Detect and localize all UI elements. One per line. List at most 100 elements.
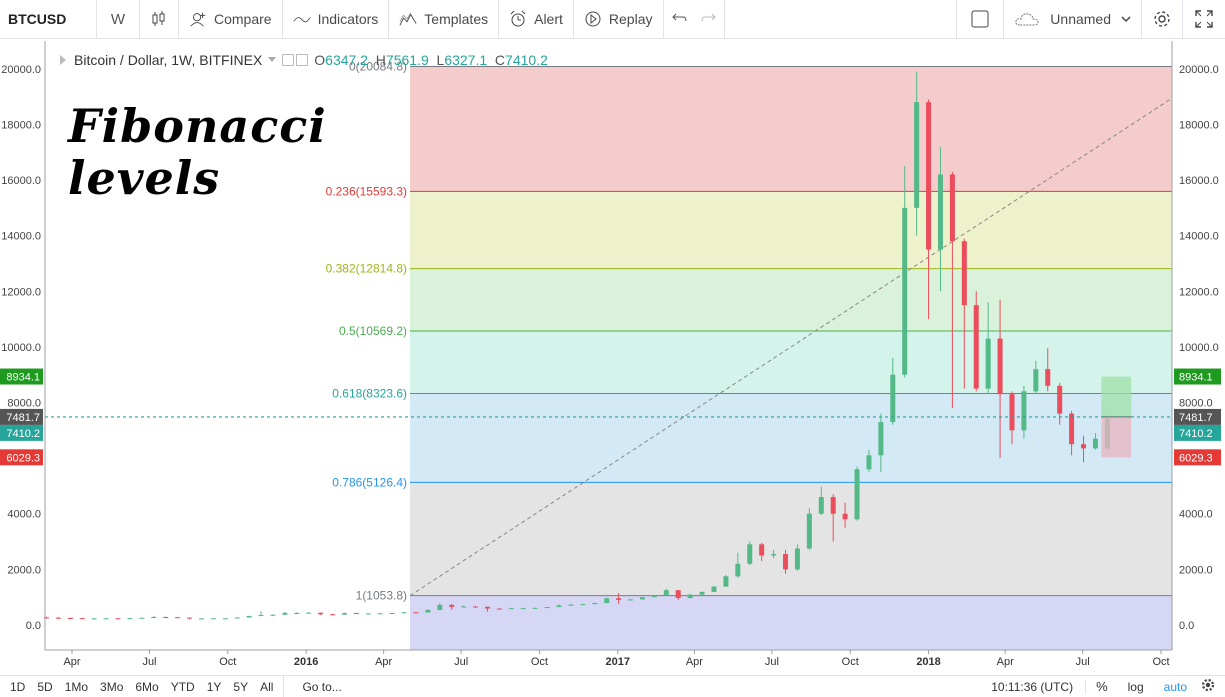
candle-body <box>199 618 204 619</box>
candle-body <box>151 617 156 618</box>
candle-body <box>878 422 883 455</box>
fib-label-0.236: 0.236(15593.3) <box>326 184 407 198</box>
candle-body <box>104 618 109 619</box>
candle-body <box>902 208 907 375</box>
goto-button[interactable]: Go to... <box>296 680 347 694</box>
candle-body <box>461 606 466 607</box>
range-all[interactable]: All <box>254 680 279 694</box>
interval-button[interactable]: W <box>97 0 139 38</box>
close-value: 7410.2 <box>505 52 548 68</box>
y-tick-right: 12000.0 <box>1179 286 1219 298</box>
undo-icon <box>670 10 688 28</box>
compare-button[interactable]: Compare <box>179 0 282 38</box>
candle-body <box>950 174 955 241</box>
legend-title: Bitcoin / Dollar, 1W, BITFINEX <box>74 52 262 68</box>
range-ytd[interactable]: YTD <box>165 680 201 694</box>
fib-zone-2 <box>410 269 1172 331</box>
x-tick-label: Oct <box>219 656 236 668</box>
y-tick-right: 8000.0 <box>1179 398 1213 410</box>
indicators-button[interactable]: Indicators <box>283 0 389 38</box>
y-tick-left: 4000.0 <box>7 509 41 521</box>
undo-button[interactable] <box>664 0 694 38</box>
x-tick-label: Oct <box>531 656 548 668</box>
candle-body <box>247 616 252 618</box>
candle-body <box>914 102 919 208</box>
candle-body <box>628 599 633 600</box>
fib-label-0.618: 0.618(8323.6) <box>332 387 407 401</box>
fib-zone-3 <box>410 331 1172 393</box>
range-1mo[interactable]: 1Mo <box>59 680 94 694</box>
fullscreen-toggle-button[interactable] <box>957 0 1003 38</box>
candle-body <box>1033 369 1038 391</box>
y-tick-left: 8000.0 <box>7 398 41 410</box>
candle-body <box>604 598 609 603</box>
candle-body <box>1021 391 1026 430</box>
range-1y[interactable]: 1Y <box>201 680 228 694</box>
fib-label-1: 1(1053.8) <box>356 589 407 603</box>
candle-body <box>139 618 144 619</box>
range-5y[interactable]: 5Y <box>227 680 254 694</box>
price-label-right: 7410.2 <box>1179 428 1213 440</box>
x-tick-label: 2016 <box>294 656 318 668</box>
candle-body <box>306 613 311 614</box>
chart-settings-button[interactable] <box>1197 678 1225 695</box>
x-tick-label: Oct <box>1152 656 1169 668</box>
replay-button[interactable]: Replay <box>574 0 663 38</box>
candle-body <box>342 613 347 615</box>
range-1d[interactable]: 1D <box>4 680 31 694</box>
compare-icon <box>189 10 207 28</box>
candle-body <box>998 339 1003 395</box>
y-tick-left: 14000.0 <box>1 231 41 243</box>
y-tick-right: 16000.0 <box>1179 175 1219 187</box>
bottom-toolbar: 1D 5D 1Mo 3Mo 6Mo YTD 1Y 5Y All Go to...… <box>0 675 1225 697</box>
settings-button[interactable] <box>1142 0 1182 38</box>
redo-icon <box>700 10 718 28</box>
alert-button[interactable]: Alert <box>499 0 573 38</box>
compare-label: Compare <box>214 11 272 27</box>
range-3mo[interactable]: 3Mo <box>94 680 129 694</box>
fib-zone-6 <box>410 596 1172 650</box>
fullscreen-button[interactable] <box>1183 0 1225 38</box>
fib-label-0.5: 0.5(10569.2) <box>339 324 407 338</box>
indicators-label: Indicators <box>318 11 379 27</box>
candle-body <box>890 375 895 422</box>
auto-toggle[interactable]: auto <box>1154 680 1197 694</box>
candle-body <box>366 613 371 614</box>
symbol-search[interactable]: BTCUSD <box>0 11 96 27</box>
price-label-right: 8934.1 <box>1179 372 1213 384</box>
x-tick-label: Jul <box>454 656 468 668</box>
candle-body <box>592 603 597 604</box>
overlay-title: Fibonacci levels <box>68 100 327 204</box>
templates-icon <box>399 10 417 28</box>
layout-menu-button[interactable]: Unnamed <box>1004 0 1141 38</box>
price-label-left: 7410.2 <box>6 428 40 440</box>
y-tick-left: 12000.0 <box>1 286 41 298</box>
redo-button[interactable] <box>694 0 724 38</box>
candle-body <box>533 608 538 609</box>
percent-toggle[interactable]: % <box>1086 679 1118 694</box>
chart-type-button[interactable] <box>140 0 178 38</box>
log-toggle[interactable]: log <box>1118 680 1154 694</box>
eye-icon[interactable] <box>282 54 308 66</box>
candle-body <box>557 606 562 608</box>
collapse-legend-icon[interactable] <box>58 54 68 66</box>
replay-label: Replay <box>609 11 653 27</box>
ohlc-values: O6347.2 H7561.9 L6327.1 C7410.2 <box>314 52 548 68</box>
overlay-title-line-1: Fibonacci <box>68 100 327 152</box>
replay-icon <box>584 10 602 28</box>
candle-body <box>723 576 728 586</box>
range-5d[interactable]: 5D <box>31 680 58 694</box>
utc-clock[interactable]: 10:11:36 (UTC) <box>985 680 1086 694</box>
chevron-down-icon[interactable] <box>268 57 276 63</box>
candle-body <box>1093 439 1098 449</box>
candle-body <box>56 618 61 619</box>
price-label-left: 7481.7 <box>6 412 40 424</box>
x-tick-label: Apr <box>63 656 80 668</box>
candle-body <box>437 605 442 610</box>
candle-body <box>1009 394 1014 430</box>
square-icon <box>971 10 989 28</box>
templates-button[interactable]: Templates <box>389 0 498 38</box>
candle-body <box>974 305 979 388</box>
position-stop-zone <box>1101 417 1131 457</box>
range-6mo[interactable]: 6Mo <box>129 680 164 694</box>
